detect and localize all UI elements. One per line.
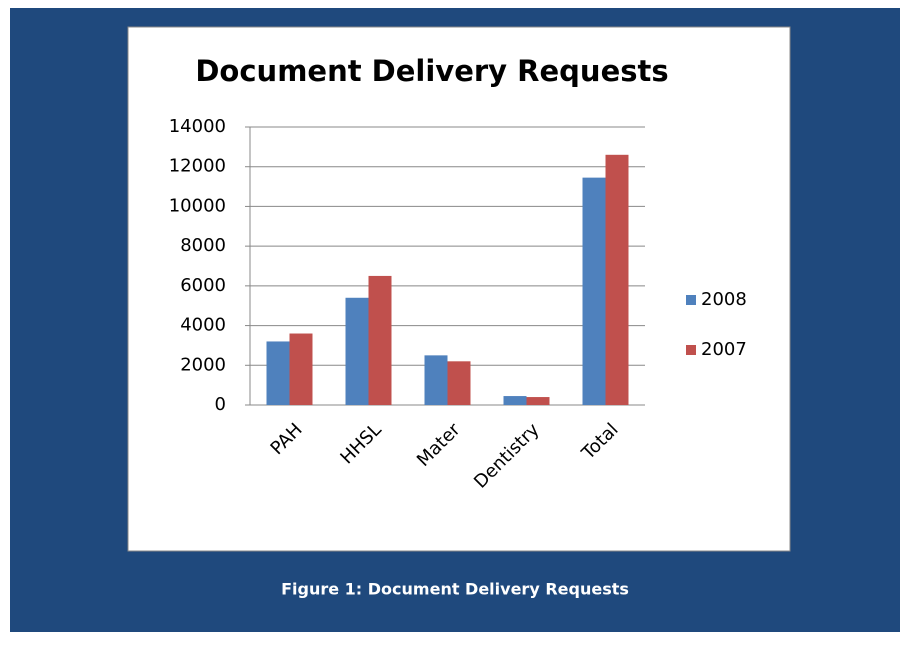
bar — [526, 397, 550, 405]
caption: Figure 1: Document Delivery Requests — [281, 580, 629, 599]
y-tick-label: 12000 — [169, 156, 226, 177]
chart-title: Document Delivery Requests — [195, 54, 668, 88]
bar — [345, 297, 369, 405]
y-tick-label: 14000 — [169, 116, 226, 137]
y-tick-label: 2000 — [180, 354, 226, 375]
legend-label: 2008 — [701, 289, 747, 310]
y-tick-label: 0 — [215, 394, 226, 415]
y-tick-label: 4000 — [180, 315, 226, 336]
bar — [503, 396, 527, 405]
bar — [447, 361, 471, 405]
y-tick-label: 6000 — [180, 275, 226, 296]
y-tick-label: 8000 — [180, 235, 226, 256]
legend-swatch — [686, 345, 696, 355]
chart-area — [127, 26, 791, 552]
bar — [289, 333, 313, 405]
bar — [266, 341, 290, 405]
legend-label: 2007 — [701, 339, 747, 360]
bar — [582, 177, 606, 405]
bar — [605, 154, 629, 405]
bar — [424, 355, 448, 405]
legend-swatch — [686, 295, 696, 305]
bar — [368, 275, 392, 405]
y-tick-label: 10000 — [169, 195, 226, 216]
